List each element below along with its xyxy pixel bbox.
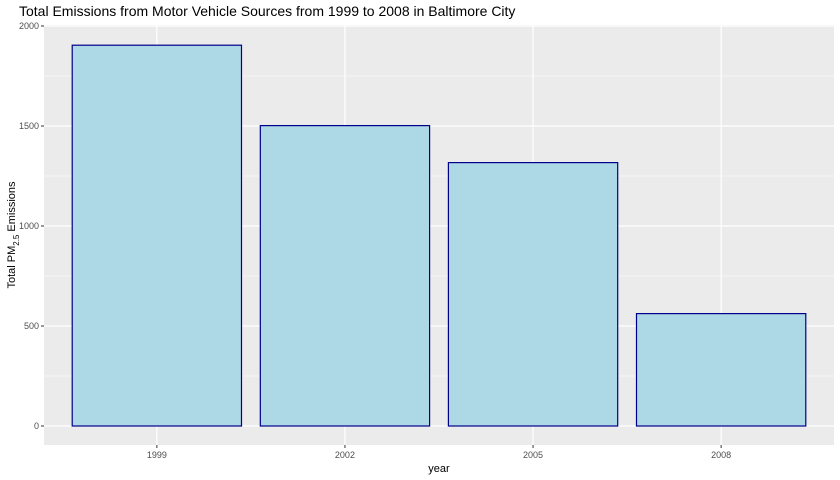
x-tick-label: 2005 [523,450,543,460]
x-tick-label: 2008 [711,450,731,460]
y-tick-label: 2000 [19,21,39,31]
y-axis-label-suffix: Emissions [6,181,18,235]
x-tick-label: 1999 [147,450,167,460]
y-tick-label: 1000 [19,221,39,231]
y-tick-label: 0 [34,421,39,431]
y-tick-label: 1500 [19,121,39,131]
y-axis-label-prefix: Total PM [6,246,18,289]
bar-2005 [447,162,619,427]
bar-2008 [635,313,807,427]
bars [71,44,807,427]
y-axis-label-subscript: 2.5 [12,234,21,246]
x-axis-label: year [428,463,450,475]
bar-1999 [71,44,243,427]
y-tick-label: 500 [24,321,39,331]
y-axis-ticks: 0 500 1000 1500 2000 [19,21,44,431]
x-axis-ticks: 1999 2002 2005 2008 [147,445,731,460]
chart-title: Total Emissions from Motor Vehicle Sourc… [19,3,515,19]
bar-2002 [259,124,431,427]
y-axis-label: Total PM2.5 Emissions [6,181,21,289]
x-tick-label: 2002 [335,450,355,460]
